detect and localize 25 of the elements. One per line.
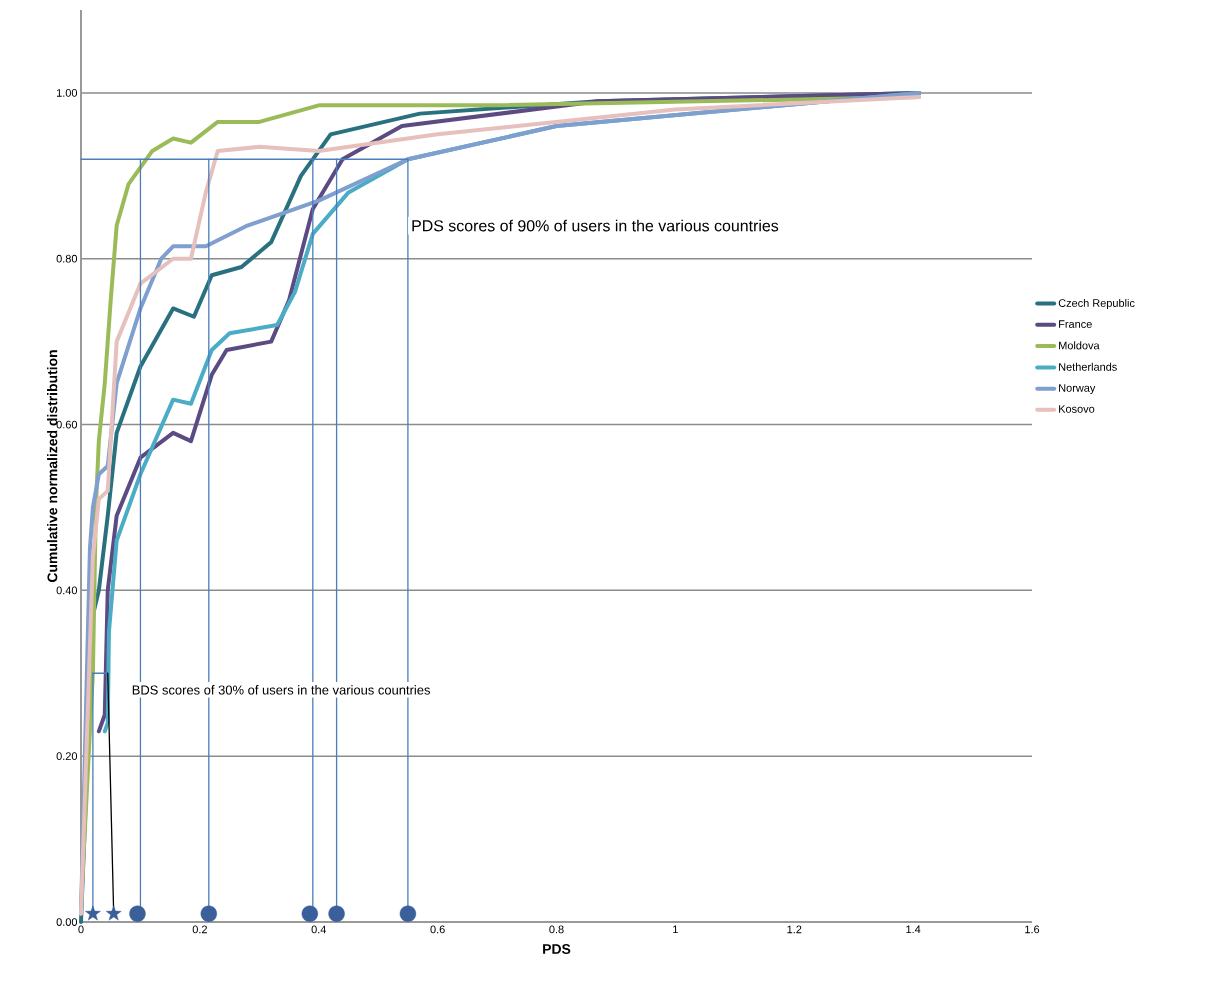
- x-tick-label: 0.2: [192, 925, 207, 934]
- annotation: PDS scores of 90% of users in the various countries: [412, 219, 779, 232]
- x-tick-label: 0.8: [549, 925, 564, 934]
- x-tick-label: 0.4: [311, 925, 327, 934]
- x-tick-label: 0.6: [430, 925, 445, 934]
- y-tick-label: 0.00: [56, 918, 78, 926]
- legend-label: Kosovo: [1059, 405, 1095, 413]
- x-tick-label: 1.2: [787, 925, 802, 934]
- x-axis-title: PDS: [543, 944, 571, 954]
- x-tick-label: 1: [673, 925, 678, 934]
- x-tick-label: 1.4: [906, 925, 921, 934]
- y-tick-label: 0.60: [56, 420, 78, 429]
- y-tick-label: 1.00: [56, 89, 78, 97]
- y-tick-label: 0.40: [56, 586, 78, 595]
- legend-label: Netherlands: [1059, 362, 1117, 371]
- legend-label: France: [1059, 320, 1092, 328]
- x-tick-label: 0: [78, 925, 84, 934]
- y-tick-label: 0.80: [56, 254, 78, 263]
- y-axis-title: Cumulative normalized distribution: [47, 350, 58, 583]
- legend-label: Czech Republic: [1058, 298, 1135, 310]
- annotation: BDS scores of 30% of users in the various countries: [132, 685, 430, 695]
- legend-label: Norway: [1059, 384, 1096, 394]
- x-tick-label: 1.6: [1025, 925, 1040, 934]
- legend-label: Moldova: [1059, 341, 1100, 350]
- y-tick-label: 0.20: [56, 752, 78, 761]
